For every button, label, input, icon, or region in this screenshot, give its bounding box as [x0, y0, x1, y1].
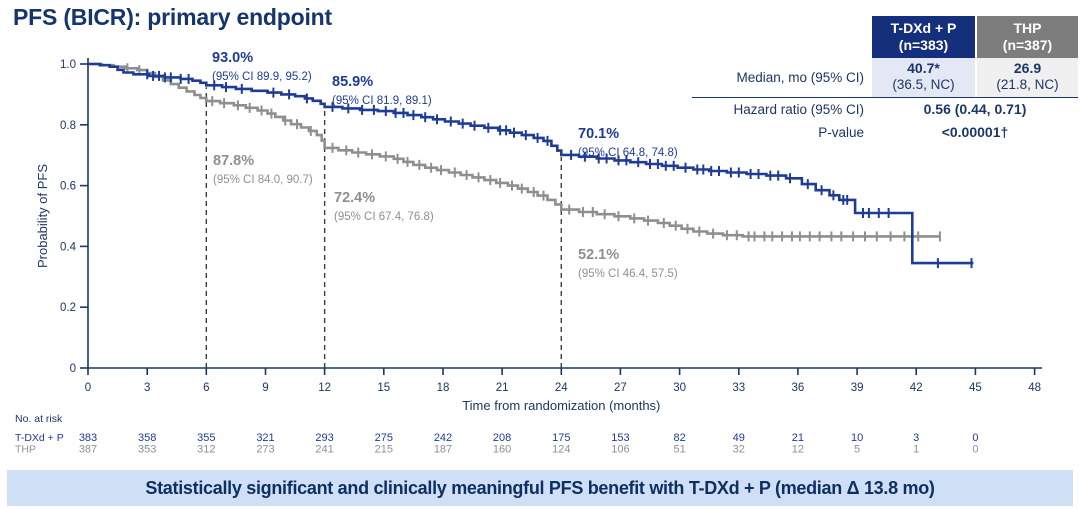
- pvalue-label: P-value: [818, 124, 864, 140]
- landmark-ci-tdxd: (95% CI 89.9, 95.2): [212, 71, 312, 83]
- at-risk-count-thp: 187: [434, 444, 452, 456]
- arm-name-tdxd: T-DXd + P: [890, 19, 957, 36]
- at-risk-count-thp: 312: [197, 444, 215, 456]
- y-axis-title: Probability of PFS: [35, 164, 50, 268]
- hazard-ratio-label: Hazard ratio (95% CI): [733, 101, 864, 117]
- landmark-ci-thp: (95% CI 67.4, 76.8): [334, 211, 434, 223]
- page-title: PFS (BICR): primary endpoint: [13, 4, 332, 30]
- x-tick-label: 30: [673, 382, 686, 394]
- x-tick-label: 36: [792, 382, 805, 394]
- y-tick-label: 0.8: [60, 120, 76, 132]
- landmark-pct-tdxd: 70.1%: [578, 126, 619, 142]
- landmark-ci-thp: (95% CI 84.0, 90.7): [213, 174, 313, 186]
- at-risk-count-thp: 387: [79, 444, 97, 456]
- at-risk-count-tdxd: 10: [851, 432, 863, 444]
- x-tick-label: 24: [555, 382, 568, 394]
- at-risk-count-thp: 51: [673, 444, 685, 456]
- at-risk-count-tdxd: 293: [315, 432, 333, 444]
- at-risk-count-thp: 12: [792, 444, 804, 456]
- landmark-pct-thp: 72.4%: [334, 190, 375, 206]
- at-risk-count-tdxd: 208: [493, 432, 511, 444]
- x-tick-label: 15: [377, 382, 390, 394]
- median-value-thp: 26.9: [1013, 60, 1042, 76]
- landmark-pct-thp: 52.1%: [578, 247, 619, 263]
- at-risk-row-label-tdxd: T-DXd + P: [15, 432, 64, 444]
- at-risk-count-thp: 124: [552, 444, 570, 456]
- at-risk-header: No. at risk: [15, 413, 63, 425]
- at-risk-count-tdxd: 383: [79, 432, 97, 444]
- at-risk-count-thp: 5: [854, 444, 860, 456]
- landmark-pct-thp: 87.8%: [213, 153, 254, 169]
- x-tick-label: 0: [85, 382, 91, 394]
- arm-n-tdxd: (n=383): [898, 37, 949, 53]
- at-risk-count-tdxd: 82: [673, 432, 685, 444]
- x-axis-title: Time from randomization (months): [462, 398, 660, 413]
- median-cell-thp: 26.9 (21.8, NC): [975, 58, 1078, 97]
- arm-n-thp: (n=387): [1002, 37, 1053, 53]
- landmark-pct-tdxd: 93.0%: [212, 50, 253, 66]
- at-risk-count-thp: 273: [256, 444, 274, 456]
- hazard-ratio-value: 0.56 (0.44, 0.71): [923, 101, 1027, 118]
- median-row-label: Median, mo (95% CI): [736, 69, 864, 85]
- at-risk-count-tdxd: 175: [552, 432, 570, 444]
- at-risk-count-tdxd: 275: [375, 432, 393, 444]
- x-tick-label: 3: [144, 382, 150, 394]
- landmark-pct-tdxd: 85.9%: [332, 74, 373, 90]
- landmark-ci-tdxd: (95% CI 64.8, 74.8): [578, 147, 678, 159]
- x-tick-label: 45: [969, 382, 982, 394]
- column-header-tdxd: T-DXd + P (n=383): [872, 16, 975, 58]
- median-value-tdxd: 40.7*: [907, 60, 940, 76]
- column-header-thp: THP (n=387): [975, 16, 1078, 58]
- x-tick-label: 39: [851, 382, 864, 394]
- at-risk-count-thp: 32: [733, 444, 745, 456]
- at-risk-count-tdxd: 3: [913, 432, 919, 444]
- at-risk-count-thp: 0: [972, 444, 978, 456]
- results-table: T-DXd + P (n=383) THP (n=387) Median, mo…: [692, 16, 1078, 144]
- x-tick-label: 18: [437, 382, 450, 394]
- x-tick-label: 9: [262, 382, 268, 394]
- at-risk-count-tdxd: 0: [972, 432, 978, 444]
- at-risk-count-thp: 160: [493, 444, 511, 456]
- km-plot: 0 0.2 0.4 0.6 0.8 1.0 0 3 6 9 12 15 18 2…: [15, 50, 1042, 456]
- y-tick-label: 0.2: [60, 302, 76, 314]
- at-risk-count-tdxd: 49: [733, 432, 745, 444]
- median-cell-tdxd: 40.7* (36.5, NC): [872, 58, 975, 97]
- at-risk-count-thp: 1: [913, 444, 919, 456]
- at-risk-count-tdxd: 355: [197, 432, 215, 444]
- km-curve-thp: [88, 62, 940, 238]
- at-risk-count-tdxd: 153: [611, 432, 629, 444]
- at-risk-count-tdxd: 242: [434, 432, 452, 444]
- landmark-ci-thp: (95% CI 46.4, 57.5): [578, 268, 678, 280]
- x-tick-label: 21: [496, 382, 509, 394]
- conclusion-banner: Statistically significant and clinically…: [7, 470, 1073, 506]
- y-tick-label: 0: [70, 363, 76, 375]
- x-tick-label: 33: [732, 382, 745, 394]
- x-tick-label: 12: [318, 382, 331, 394]
- table-corner-spacer: [692, 16, 872, 58]
- at-risk-count-thp: 215: [375, 444, 393, 456]
- conclusion-text: Statistically significant and clinically…: [145, 477, 935, 498]
- pvalue-value: <0.00001†: [941, 124, 1009, 141]
- x-tick-label: 48: [1028, 382, 1041, 394]
- median-ci-tdxd: (36.5, NC): [892, 77, 955, 93]
- at-risk-count-tdxd: 21: [792, 432, 804, 444]
- x-tick-label: 42: [910, 382, 923, 394]
- table-separator: [692, 96, 1078, 98]
- at-risk-count-thp: 241: [315, 444, 333, 456]
- at-risk-count-tdxd: 321: [256, 432, 274, 444]
- median-ci-thp: (21.8, NC): [996, 77, 1059, 93]
- at-risk-row-label-thp: THP: [15, 444, 36, 456]
- y-tick-label: 1.0: [60, 59, 76, 71]
- x-tick-label: 6: [203, 382, 209, 394]
- at-risk-count-thp: 106: [611, 444, 629, 456]
- y-tick-label: 0.4: [60, 241, 77, 253]
- at-risk-count-tdxd: 358: [138, 432, 156, 444]
- y-tick-label: 0.6: [60, 181, 76, 193]
- landmark-ci-tdxd: (95% CI 81.9, 89.1): [332, 95, 432, 107]
- arm-name-thp: THP: [1013, 19, 1042, 36]
- km-curve-tdxd: [88, 62, 974, 265]
- at-risk-count-thp: 353: [138, 444, 156, 456]
- x-tick-label: 27: [614, 382, 627, 394]
